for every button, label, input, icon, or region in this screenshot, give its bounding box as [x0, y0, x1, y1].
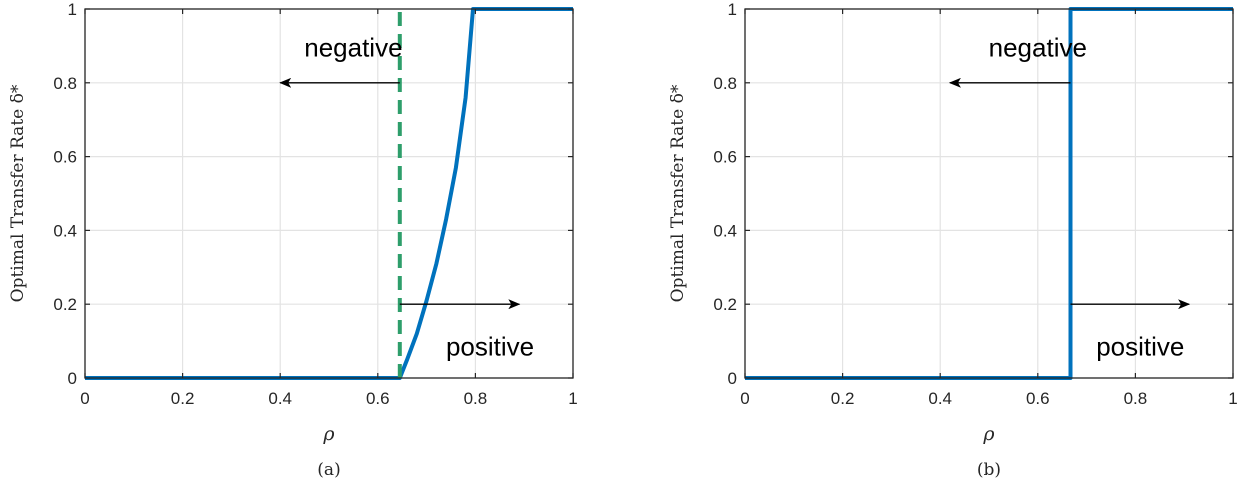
- y-tick-label: 0: [68, 369, 77, 388]
- axes-box: [744, 8, 1234, 379]
- panel-caption: (a): [317, 460, 340, 480]
- y-tick-label: 0.2: [53, 295, 77, 314]
- chart-panel-2: 0 0.2 0.4 0.6 0.8 1 0 0.2 0.4 0.6 0.8 1 negative posi…: [668, 0, 1238, 480]
- optimal-rate-curve: [85, 7, 573, 380]
- y-tick-label: 1: [68, 0, 77, 19]
- x-tick-label: 0.6: [1026, 389, 1050, 408]
- x-tick-label: 1: [568, 389, 577, 408]
- optimal-rate-curve: [745, 7, 1233, 380]
- y-tick-label: 0.2: [713, 295, 737, 314]
- annotation-label: negative: [989, 33, 1087, 63]
- x-tick-label: 0.2: [171, 389, 195, 408]
- y-axis-label: Optimal Transfer Rate δ*: [8, 84, 28, 302]
- y-tick-label: 0.6: [53, 148, 77, 167]
- y-tick-label: 1: [728, 0, 737, 19]
- y-tick-label: 0.8: [713, 74, 737, 93]
- x-tick-label: 0.4: [268, 389, 292, 408]
- axes-box: [84, 8, 574, 379]
- x-tick-label: 0.4: [928, 389, 952, 408]
- x-axis-label: ρ: [982, 423, 995, 445]
- x-tick-label: 0.8: [1124, 389, 1148, 408]
- x-tick-label: 0: [80, 389, 89, 408]
- x-tick-label: 0.2: [831, 389, 855, 408]
- annotation-label: negative: [304, 33, 402, 63]
- x-axis-label: ρ: [322, 423, 335, 445]
- x-tick-label: 0.6: [366, 389, 390, 408]
- panel-caption: (b): [977, 460, 1001, 480]
- annotation-label: positive: [1096, 332, 1184, 362]
- chart-panel-1: 0 0.2 0.4 0.6 0.8 1 0 0.2 0.4 0.6 0.8 1 negative posi…: [8, 0, 578, 480]
- y-tick-label: 0.4: [713, 221, 737, 240]
- x-tick-label: 0.8: [464, 389, 488, 408]
- annotation-label: positive: [446, 332, 534, 362]
- x-tick-label: 0: [740, 389, 749, 408]
- y-tick-label: 0: [728, 369, 737, 388]
- y-tick-label: 0.4: [53, 221, 77, 240]
- y-axis-label: Optimal Transfer Rate δ*: [668, 84, 688, 302]
- y-tick-label: 0.6: [713, 148, 737, 167]
- y-tick-label: 0.8: [53, 74, 77, 93]
- x-tick-label: 1: [1228, 389, 1237, 408]
